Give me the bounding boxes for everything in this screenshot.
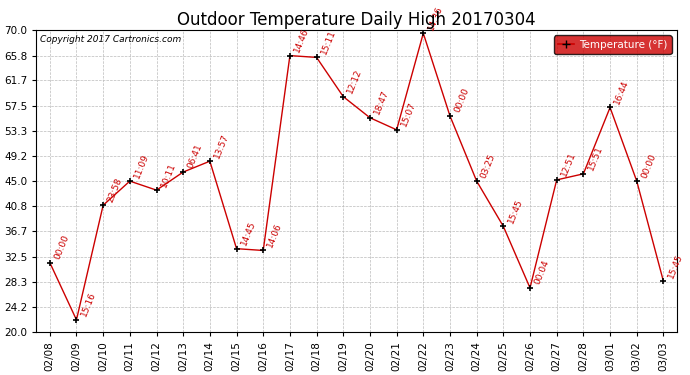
Text: 15:16: 15:16: [79, 291, 97, 318]
Text: 15:11: 15:11: [319, 28, 337, 56]
Text: 15:45: 15:45: [666, 252, 684, 279]
Text: 12:51: 12:51: [560, 151, 578, 178]
Text: 12:12: 12:12: [346, 68, 364, 95]
Text: 18:47: 18:47: [373, 88, 391, 116]
Text: 11:09: 11:09: [132, 152, 150, 179]
Text: 13:57: 13:57: [213, 132, 230, 159]
Text: 15:07: 15:07: [400, 100, 417, 128]
Text: 00:00: 00:00: [640, 152, 658, 179]
Text: 14:45: 14:45: [239, 220, 257, 247]
Text: 15:51: 15:51: [586, 145, 604, 172]
Text: 14:46: 14:46: [293, 27, 310, 54]
Text: 10:11: 10:11: [159, 161, 177, 188]
Text: 06:41: 06:41: [186, 143, 204, 170]
Text: 03:25: 03:25: [480, 152, 497, 179]
Text: 00:04: 00:04: [533, 259, 551, 286]
Text: 23:58: 23:58: [106, 176, 124, 203]
Text: 00:00: 00:00: [52, 233, 70, 261]
Text: 16:44: 16:44: [613, 78, 631, 106]
Title: Outdoor Temperature Daily High 20170304: Outdoor Temperature Daily High 20170304: [177, 11, 536, 29]
Text: Copyright 2017 Cartronics.com: Copyright 2017 Cartronics.com: [39, 35, 181, 44]
Text: 14:06: 14:06: [266, 221, 284, 249]
Legend: Temperature (°F): Temperature (°F): [554, 36, 671, 54]
Text: 14:36: 14:36: [426, 4, 444, 32]
Text: 15:45: 15:45: [506, 197, 524, 225]
Text: 00:00: 00:00: [453, 87, 471, 114]
